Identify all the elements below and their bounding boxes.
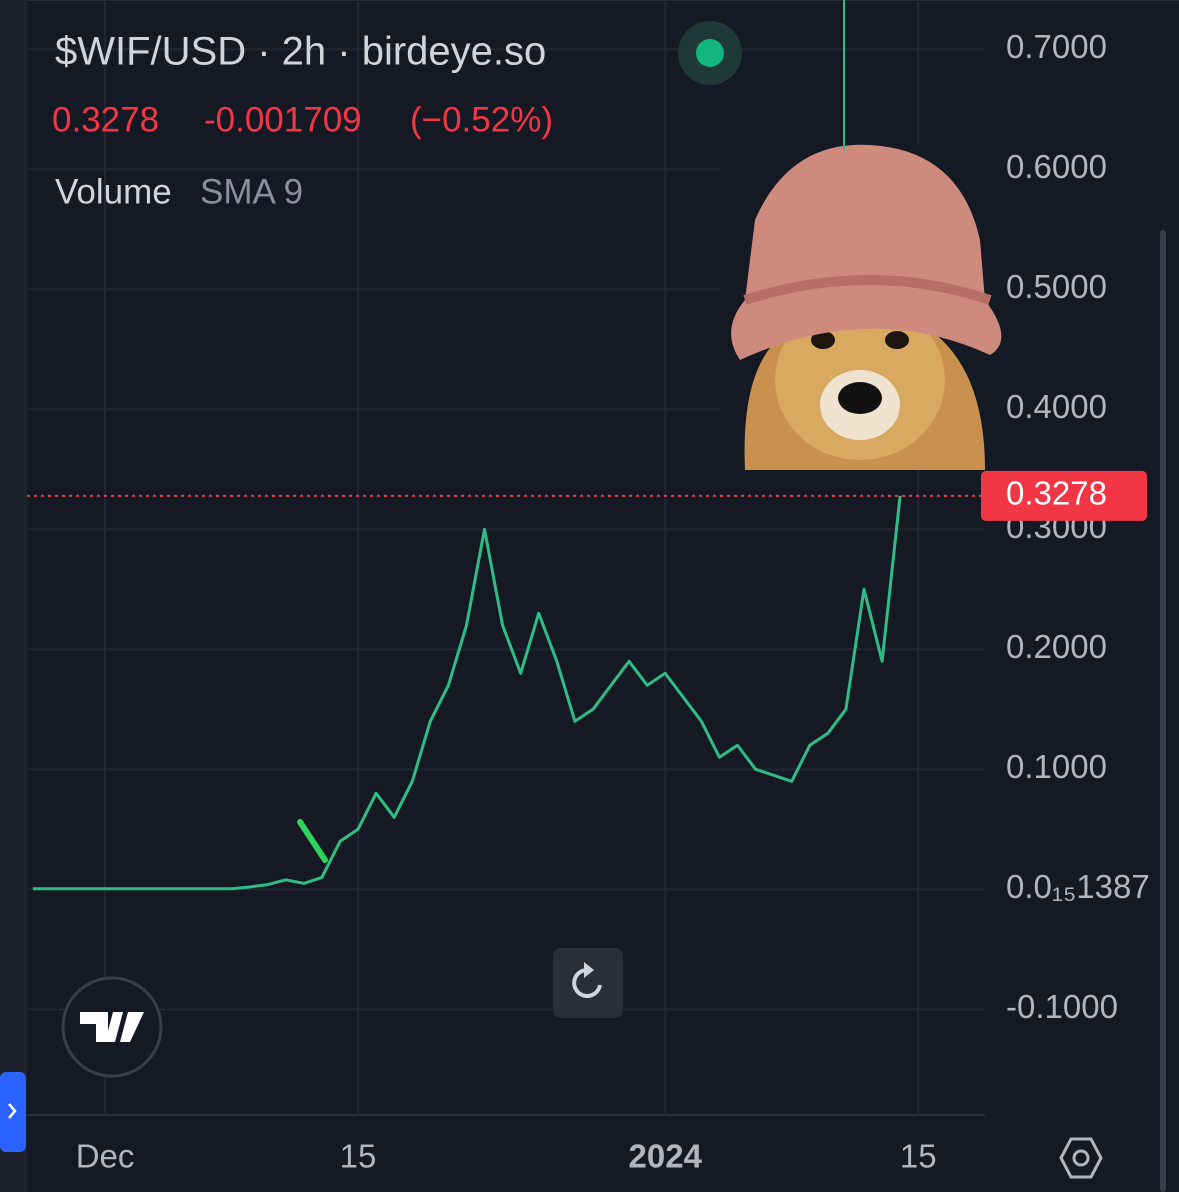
last-price: 0.3278 — [52, 100, 159, 139]
scrollbar — [1160, 230, 1166, 1192]
price-line — [32, 495, 902, 891]
dog-eye — [885, 331, 909, 349]
dog-image — [720, 144, 1002, 470]
reset-arrow — [584, 962, 594, 978]
dog-nose — [838, 382, 882, 414]
hat — [731, 144, 1002, 360]
y-tick-label: 0.2000 — [1006, 628, 1107, 665]
y-tick-label: 0.1000 — [1006, 748, 1107, 785]
last-price-label: 0.3278 — [1006, 475, 1107, 512]
settings-button[interactable] — [1059, 1137, 1103, 1179]
price-axis: -0.10000.0₁₅13870.10000.20000.30000.4000… — [76, 28, 1150, 1175]
reset-bg[interactable] — [553, 948, 623, 1018]
y-tick-label: 0.7000 — [1006, 28, 1107, 65]
settings-icon[interactable] — [1059, 1137, 1103, 1179]
left-border — [0, 0, 27, 1192]
x-tick-label: Dec — [76, 1138, 135, 1175]
indicator-setting: SMA 9 — [200, 172, 303, 211]
side-tab[interactable] — [0, 1072, 26, 1152]
y-tick-label: 0.5000 — [1006, 268, 1107, 305]
annotation-stroke — [297, 819, 328, 863]
chart-title: $WIF/USD · 2h · birdeye.so — [55, 30, 546, 74]
settings-dot — [1072, 1149, 1090, 1167]
top-border — [27, 0, 1179, 1]
reset-button[interactable] — [553, 948, 623, 1018]
tradingview-logo — [61, 976, 163, 1078]
dog-eye — [811, 331, 835, 349]
plot — [27, 494, 985, 891]
y-tick-label: 0.0₁₅1387 — [1006, 868, 1150, 905]
y-tick-label: -0.1000 — [1006, 988, 1118, 1025]
indicator-name: Volume — [55, 172, 172, 211]
reset-icon — [572, 967, 602, 998]
x-tick-label: 15 — [340, 1138, 377, 1175]
hat-brim — [743, 275, 992, 305]
price-change-percent: (−0.52%) — [410, 100, 553, 139]
status-dot — [696, 39, 724, 67]
side-tab-icon — [8, 1103, 17, 1119]
price-change: -0.001709 — [204, 100, 362, 139]
logo-mark — [80, 1012, 144, 1042]
y-tick-label: 0.6000 — [1006, 148, 1107, 185]
y-tick-label: 0.4000 — [1006, 388, 1107, 425]
x-tick-label: 2024 — [629, 1138, 703, 1175]
x-tick-label: 15 — [900, 1138, 937, 1175]
last-price-box — [981, 470, 1147, 521]
